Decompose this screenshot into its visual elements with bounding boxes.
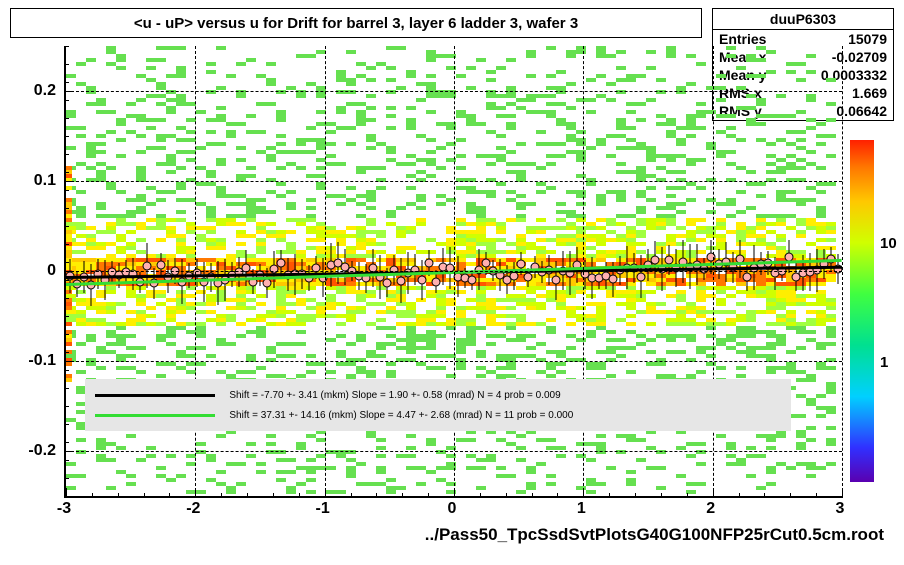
colorbar-tick-label: 1 — [880, 354, 888, 371]
legend-box: Shift = -7.70 +- 3.41 (mkm) Slope = 1.90… — [85, 379, 790, 431]
ytick-label: 0 — [10, 262, 56, 280]
ytick-label: -0.1 — [10, 352, 56, 370]
stats-title: duuP6303 — [713, 9, 893, 30]
plot-title: <u - uP> versus u for Drift for barrel 3… — [10, 8, 702, 38]
ytick-label: -0.2 — [10, 442, 56, 460]
xtick-label: 3 — [836, 500, 845, 518]
xtick-label: 0 — [448, 500, 457, 518]
xtick-label: -1 — [316, 500, 330, 518]
x-axis-title: ../Pass50_TpcSsdSvtPlotsG40G100NFP25rCut… — [425, 525, 884, 545]
ytick-label: 0.2 — [10, 82, 56, 100]
colorbar — [850, 140, 874, 482]
xtick-label: 2 — [706, 500, 715, 518]
legend-row: Shift = 37.31 +- 14.16 (mkm) Slope = 4.4… — [95, 405, 780, 425]
xtick-label: 1 — [577, 500, 586, 518]
xtick-label: -2 — [186, 500, 200, 518]
plot-area: Shift = -7.70 +- 3.41 (mkm) Slope = 1.90… — [64, 46, 842, 498]
colorbar-tick-label: 10 — [880, 235, 897, 252]
xtick-label: -3 — [57, 500, 71, 518]
legend-row: Shift = -7.70 +- 3.41 (mkm) Slope = 1.90… — [95, 385, 780, 405]
ytick-label: 0.1 — [10, 172, 56, 190]
